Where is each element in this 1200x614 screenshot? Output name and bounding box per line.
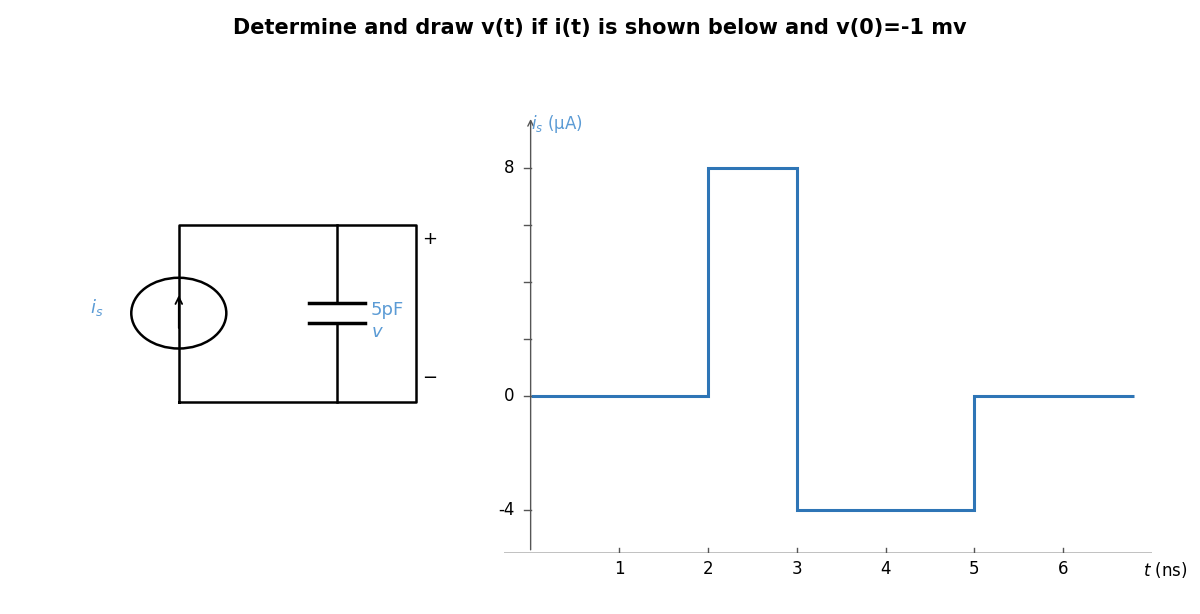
Text: 2: 2 xyxy=(703,560,714,578)
Text: 0: 0 xyxy=(504,387,515,405)
Text: +: + xyxy=(422,230,437,249)
Text: 5pF: 5pF xyxy=(371,301,404,319)
Text: 5: 5 xyxy=(970,560,979,578)
Text: 8: 8 xyxy=(504,158,515,177)
Text: -4: -4 xyxy=(498,501,515,519)
Text: 4: 4 xyxy=(881,560,890,578)
Text: $t$ (ns): $t$ (ns) xyxy=(1144,560,1188,580)
Text: $v$: $v$ xyxy=(371,324,384,341)
Text: 6: 6 xyxy=(1058,560,1068,578)
Text: $i_s$ (μA): $i_s$ (μA) xyxy=(530,114,583,135)
Text: Determine and draw v(t) if i(t) is shown below and v(0)=-1 mv: Determine and draw v(t) if i(t) is shown… xyxy=(233,18,967,39)
Text: $i_s$: $i_s$ xyxy=(90,297,103,318)
Text: −: − xyxy=(422,369,438,387)
Text: 1: 1 xyxy=(614,560,625,578)
Text: 3: 3 xyxy=(792,560,803,578)
